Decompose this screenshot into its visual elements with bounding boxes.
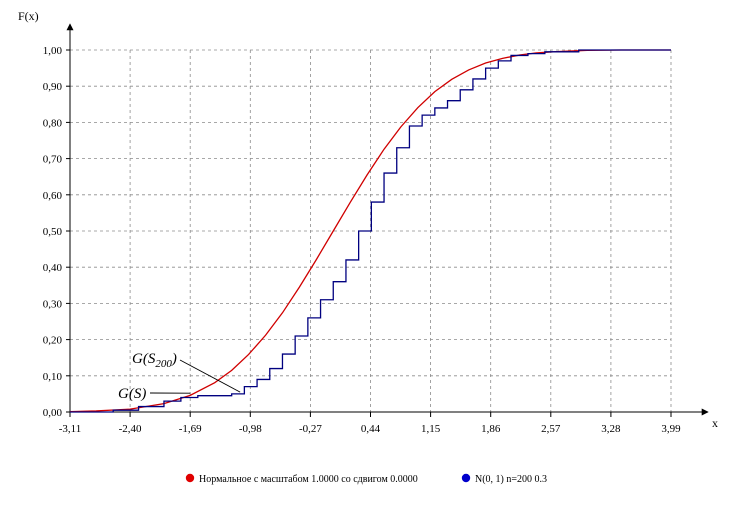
x-tick-label: 3,99 <box>661 423 681 435</box>
x-tick-label: -0,98 <box>239 423 262 435</box>
y-tick-label: 0,60 <box>43 190 63 202</box>
x-tick-label: 1,86 <box>481 423 501 435</box>
ticks-layer: -3,11 -2,40 -1,69 -0,98 -0,27 0,44 1,15 1,86 2,5… <box>43 45 681 435</box>
x-tick-label: 3,28 <box>601 423 621 435</box>
annotation-base: G(S) <box>118 386 146 402</box>
x-tick-label: -0,27 <box>299 423 322 435</box>
x-tick-label: -2,40 <box>119 423 142 435</box>
annotation-label-0: G(S200) <box>132 351 177 370</box>
y-tick-label: 0,30 <box>43 298 63 310</box>
x-tick-label: 1,15 <box>421 423 441 435</box>
y-axis-title: F(x) <box>18 9 39 23</box>
x-tick-label: 0,44 <box>361 423 381 435</box>
legend-marker-1 <box>462 474 470 482</box>
y-tick-label: 0,80 <box>43 117 63 129</box>
annotation-label-1: G(S) <box>118 386 146 402</box>
y-tick-label: 0,90 <box>43 81 63 93</box>
annotation-layer: G(S200)G(S) <box>118 351 240 402</box>
axes-layer: F(x) x <box>18 9 718 430</box>
legend-marker-0 <box>186 474 194 482</box>
x-tick-label: 2,57 <box>541 423 561 435</box>
annotation-base: G(S <box>132 351 156 367</box>
annotation-leader-0 <box>180 360 240 392</box>
annotation-sub: 200 <box>155 358 172 370</box>
y-tick-label: 0,70 <box>43 154 63 166</box>
legend: Нормальное с масштабом 1.0000 со сдвигом… <box>186 474 547 485</box>
y-tick-label: 0,20 <box>43 335 63 347</box>
annotation-suffix: ) <box>171 351 177 367</box>
y-tick-label: 0,00 <box>43 407 63 419</box>
y-tick-label: 0,10 <box>43 371 63 383</box>
x-tick-label: -3,11 <box>59 423 82 435</box>
legend-label-1: N(0, 1) n=200 0.3 <box>475 474 547 485</box>
legend-label-0: Нормальное с масштабом 1.0000 со сдвигом… <box>199 474 418 485</box>
y-tick-label: 0,40 <box>43 262 63 274</box>
x-tick-label: -1,69 <box>179 423 202 435</box>
y-tick-label: 1,00 <box>43 45 63 57</box>
x-axis-title: x <box>712 416 718 430</box>
y-tick-label: 0,50 <box>43 226 63 238</box>
